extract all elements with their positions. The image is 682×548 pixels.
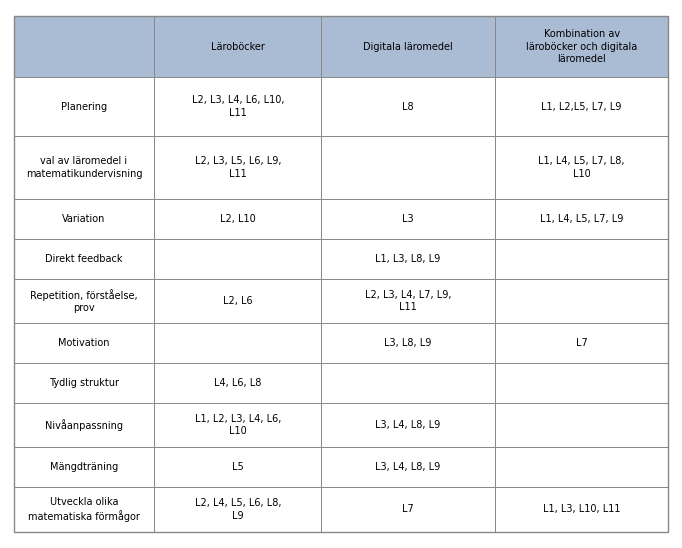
Bar: [14, 323, 154, 363]
Text: L2, L10: L2, L10: [220, 214, 256, 224]
Bar: [154, 77, 321, 136]
Bar: [14, 403, 154, 447]
Bar: [495, 363, 668, 403]
Text: Motivation: Motivation: [58, 338, 110, 348]
Bar: [154, 239, 321, 279]
Bar: [321, 16, 495, 77]
Bar: [321, 447, 495, 487]
Text: L3, L4, L8, L9: L3, L4, L8, L9: [376, 420, 441, 430]
Text: L7: L7: [576, 338, 587, 348]
Bar: [495, 447, 668, 487]
Text: L2, L3, L4, L7, L9,
L11: L2, L3, L4, L7, L9, L11: [365, 290, 451, 312]
Bar: [14, 239, 154, 279]
Text: Utveckla olika
matematiska förmågor: Utveckla olika matematiska förmågor: [28, 497, 140, 522]
Text: val av läromedel i
matematikundervisning: val av läromedel i matematikundervisning: [26, 156, 143, 179]
Text: L3: L3: [402, 214, 414, 224]
Text: L2, L3, L5, L6, L9,
L11: L2, L3, L5, L6, L9, L11: [194, 156, 281, 179]
Bar: [495, 239, 668, 279]
Bar: [321, 487, 495, 532]
Text: L4, L6, L8: L4, L6, L8: [214, 378, 262, 388]
Text: Läroböcker: Läroböcker: [211, 42, 265, 52]
Bar: [321, 199, 495, 239]
Bar: [14, 279, 154, 323]
Bar: [14, 487, 154, 532]
Text: L2, L6: L2, L6: [223, 296, 253, 306]
Text: Nivåanpassning: Nivåanpassning: [45, 419, 123, 431]
Text: Mängdträning: Mängdträning: [50, 462, 118, 472]
Text: Tydlig struktur: Tydlig struktur: [49, 378, 119, 388]
Bar: [14, 136, 154, 199]
Bar: [321, 323, 495, 363]
Text: L3, L8, L9: L3, L8, L9: [385, 338, 432, 348]
Text: Repetition, förståelse,
prov: Repetition, förståelse, prov: [30, 289, 138, 313]
Text: Kombination av
läroböcker och digitala
läromedel: Kombination av läroböcker och digitala l…: [526, 30, 637, 64]
Bar: [154, 363, 321, 403]
Text: L1, L3, L10, L11: L1, L3, L10, L11: [543, 504, 621, 515]
Bar: [495, 77, 668, 136]
Text: Variation: Variation: [62, 214, 106, 224]
Text: Direkt feedback: Direkt feedback: [45, 254, 123, 264]
Text: Planering: Planering: [61, 101, 107, 112]
Bar: [321, 279, 495, 323]
Bar: [495, 323, 668, 363]
Text: L2, L4, L5, L6, L8,
L9: L2, L4, L5, L6, L8, L9: [194, 498, 281, 521]
Bar: [154, 487, 321, 532]
Text: L7: L7: [402, 504, 414, 515]
Bar: [495, 16, 668, 77]
Text: L3, L4, L8, L9: L3, L4, L8, L9: [376, 462, 441, 472]
Bar: [154, 199, 321, 239]
Bar: [321, 136, 495, 199]
Bar: [321, 403, 495, 447]
Bar: [495, 487, 668, 532]
Bar: [154, 323, 321, 363]
Text: L1, L4, L5, L7, L9: L1, L4, L5, L7, L9: [540, 214, 623, 224]
Text: L5: L5: [232, 462, 243, 472]
Bar: [154, 16, 321, 77]
Text: L1, L2,L5, L7, L9: L1, L2,L5, L7, L9: [542, 101, 622, 112]
Bar: [14, 16, 154, 77]
Text: Digitala läromedel: Digitala läromedel: [364, 42, 453, 52]
Bar: [154, 136, 321, 199]
Bar: [154, 403, 321, 447]
Text: L2, L3, L4, L6, L10,
L11: L2, L3, L4, L6, L10, L11: [192, 95, 284, 118]
Text: L1, L4, L5, L7, L8,
L10: L1, L4, L5, L7, L8, L10: [538, 156, 625, 179]
Bar: [14, 447, 154, 487]
Bar: [495, 136, 668, 199]
Text: L8: L8: [402, 101, 414, 112]
Bar: [14, 199, 154, 239]
Bar: [495, 279, 668, 323]
Bar: [495, 199, 668, 239]
Bar: [321, 363, 495, 403]
Bar: [154, 279, 321, 323]
Text: L1, L2, L3, L4, L6,
L10: L1, L2, L3, L4, L6, L10: [194, 414, 281, 436]
Bar: [14, 363, 154, 403]
Bar: [495, 403, 668, 447]
Bar: [321, 239, 495, 279]
Text: L1, L3, L8, L9: L1, L3, L8, L9: [376, 254, 441, 264]
Bar: [154, 447, 321, 487]
Bar: [14, 77, 154, 136]
Bar: [321, 77, 495, 136]
